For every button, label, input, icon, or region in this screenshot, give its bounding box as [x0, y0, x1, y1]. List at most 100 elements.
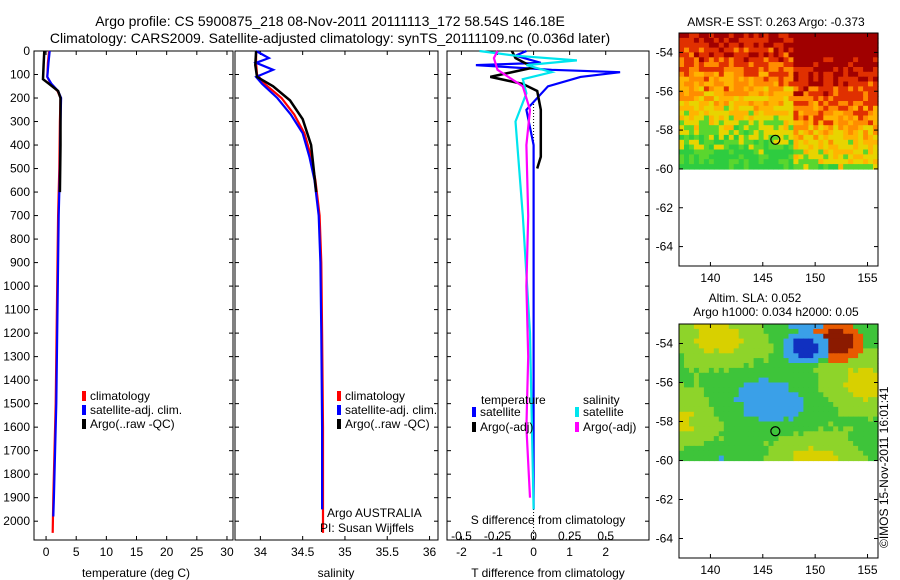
map-cell — [818, 402, 824, 408]
map-cell — [763, 328, 770, 335]
map-cell — [743, 450, 750, 457]
map-cell — [698, 67, 705, 73]
map-cell — [838, 62, 844, 68]
x-tick-label: 15 — [130, 545, 144, 559]
map-cell — [788, 67, 795, 73]
map-cell — [863, 115, 869, 121]
map-cell — [679, 436, 685, 442]
map-cell — [758, 134, 765, 141]
map-cell — [798, 358, 804, 364]
map-cell — [748, 33, 755, 39]
map-cell — [773, 392, 780, 398]
map-cell — [698, 134, 705, 141]
map-cell — [733, 115, 740, 121]
map-cell — [868, 338, 874, 345]
map-cell — [848, 450, 854, 457]
map-cell — [823, 33, 829, 39]
map-cell — [713, 338, 720, 345]
map-cell — [843, 426, 849, 432]
map-cell — [793, 76, 799, 83]
map-cell — [743, 343, 750, 349]
map-cell — [783, 81, 790, 87]
map-cell — [793, 445, 799, 452]
map-cell — [703, 363, 710, 369]
map-cell — [863, 343, 869, 349]
map-cell — [778, 130, 785, 136]
x-tick-label: 0 — [530, 545, 537, 559]
map-cell — [798, 81, 804, 87]
map-cell — [808, 436, 814, 442]
y-tick-label: 1500 — [3, 397, 30, 411]
map-cell — [858, 144, 864, 151]
map-cell — [838, 76, 844, 83]
map-cell — [773, 125, 780, 131]
map-cell — [828, 86, 834, 92]
map-cell — [689, 406, 695, 413]
map-cell — [838, 353, 844, 359]
map-cell — [833, 387, 839, 393]
map-cell — [718, 154, 725, 160]
map-cell — [788, 134, 795, 141]
map-cell — [703, 154, 710, 160]
map-cell — [783, 37, 790, 44]
map-cell — [679, 57, 685, 63]
map-cell — [873, 67, 879, 73]
map-cell — [868, 47, 874, 54]
map-cell — [713, 115, 720, 121]
map-cell — [798, 348, 804, 354]
map-cell — [743, 353, 750, 359]
map-cell — [768, 363, 775, 369]
map-cell — [684, 164, 690, 170]
map-cell — [803, 52, 809, 58]
map-cell — [813, 115, 819, 121]
map-cell — [718, 397, 725, 403]
map-cell — [768, 42, 775, 49]
map-cell — [689, 91, 695, 97]
map-cell — [828, 42, 834, 49]
map-cell — [698, 387, 705, 393]
map-cell — [689, 57, 695, 63]
map-cell — [708, 455, 715, 462]
map-cell — [823, 105, 829, 112]
map-cell — [858, 101, 864, 107]
map-cell — [679, 328, 685, 335]
map-cell — [738, 363, 745, 369]
map-cell — [768, 402, 775, 408]
map-cell — [778, 57, 785, 63]
map-cell — [768, 367, 775, 374]
map-cell — [818, 144, 824, 151]
map-cell — [693, 57, 700, 63]
map-cell — [868, 33, 874, 39]
map-cell — [758, 338, 765, 345]
map-cell — [808, 328, 814, 335]
map-cell — [828, 343, 834, 349]
map-cell — [713, 101, 720, 107]
map-cell — [788, 436, 795, 442]
map-cell — [748, 353, 755, 359]
map-cell — [753, 67, 760, 73]
x-tick-label: 150 — [805, 271, 825, 285]
map-cell — [738, 101, 745, 107]
map-cell — [783, 367, 790, 374]
map-cell — [758, 406, 765, 413]
map-cell — [708, 42, 715, 49]
map-cell — [788, 71, 795, 78]
map-cell — [788, 353, 795, 359]
x-tick-label-top: 0.25 — [558, 529, 582, 543]
map-cell — [693, 387, 700, 393]
map-cell — [718, 57, 725, 63]
map-cell — [868, 154, 874, 160]
map-cell — [838, 101, 844, 107]
map-cell — [818, 426, 824, 432]
map-cell — [728, 115, 735, 121]
map-cell — [708, 62, 715, 68]
map-cell — [773, 377, 780, 384]
map-cell — [803, 115, 809, 121]
map-cell — [823, 57, 829, 63]
map-cell — [753, 105, 760, 112]
map-cell — [728, 149, 735, 155]
map-cell — [738, 76, 745, 83]
map-cell — [793, 33, 799, 39]
map-cell — [728, 406, 735, 413]
map-cell — [823, 367, 829, 374]
